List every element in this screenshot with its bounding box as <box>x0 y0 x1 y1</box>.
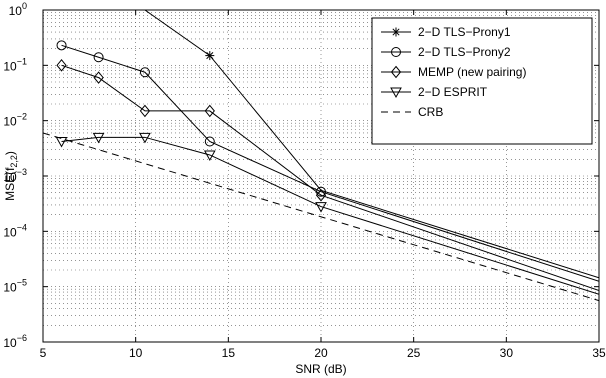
series-line <box>61 136 599 295</box>
y-tick-label: 10−5 <box>3 278 27 295</box>
y-tick-label: 10−2 <box>3 112 27 129</box>
marker-diamond <box>204 104 215 118</box>
x-tick-label: 15 <box>222 346 236 360</box>
y-axis-label: MSE(f2,2) <box>3 151 19 201</box>
series-line <box>61 44 599 282</box>
legend-box <box>371 17 593 145</box>
marker-triangle-down <box>203 150 216 161</box>
marker-triangle-down <box>315 202 327 213</box>
y-tick-label: 10−1 <box>3 56 27 73</box>
marker-diamond <box>315 188 327 202</box>
marker-star-stroke <box>206 52 214 60</box>
y-axis-label-main: MSE(f <box>3 167 17 201</box>
legend-label: CRB <box>418 105 443 119</box>
x-tick-label: 25 <box>407 346 421 360</box>
marker-circle <box>56 40 67 51</box>
series-3 <box>55 132 599 295</box>
series-line <box>144 10 599 279</box>
legend-label: 2−D ESPRIT <box>418 85 488 99</box>
x-tick-label: 5 <box>40 346 47 360</box>
y-axis-ticks: 10−6 10−5 10−4 10−3 10−2 10−1 100 <box>3 1 599 350</box>
marker-diamond <box>56 59 67 72</box>
x-tick-label: 30 <box>500 346 514 360</box>
marker-triangle-down <box>390 87 402 99</box>
marker-circle <box>93 52 104 63</box>
y-axis-label-close: ) <box>3 151 17 155</box>
marker-triangle-down <box>139 132 151 144</box>
marker-circle <box>391 47 401 57</box>
marker-star <box>205 51 215 61</box>
y-tick-label: 100 <box>9 1 27 18</box>
legend-label: 2−D TLS−Prony2 <box>418 45 511 59</box>
x-axis-label: SNR (dB) <box>295 362 346 376</box>
marker-star-stroke <box>392 28 400 36</box>
series-4 <box>43 132 599 302</box>
series-line <box>43 132 599 302</box>
y-tick-label: 10−6 <box>3 333 27 350</box>
x-tick-label: 10 <box>129 346 143 360</box>
legend: 2−D TLS−Prony1 2−D TLS−Prony2 MEMP (new pa… <box>371 17 593 145</box>
y-axis-label-subscript: 2,2 <box>9 155 19 168</box>
marker-diamond <box>390 65 402 79</box>
series-2 <box>56 59 599 292</box>
series-layer <box>43 10 599 302</box>
legend-label: MEMP (new pairing) <box>418 65 526 79</box>
series-0 <box>144 10 599 279</box>
marker-star <box>391 27 401 37</box>
series-line <box>61 64 599 292</box>
marker-circle <box>139 67 150 78</box>
legend-label: 2−D TLS−Prony1 <box>418 25 511 39</box>
y-tick-label: 10−4 <box>3 222 27 239</box>
marker-diamond <box>93 71 104 84</box>
marker-circle <box>204 136 215 147</box>
marker-triangle-down <box>92 132 105 144</box>
x-tick-label: 20 <box>314 346 328 360</box>
x-tick-label: 35 <box>592 346 606 360</box>
x-axis-ticks: 5 10 15 20 25 30 35 <box>40 10 606 360</box>
series-1 <box>56 40 599 282</box>
y-tick-label: 10−3 <box>3 167 27 184</box>
marker-triangle-down <box>55 137 68 148</box>
marker-diamond <box>139 104 151 118</box>
